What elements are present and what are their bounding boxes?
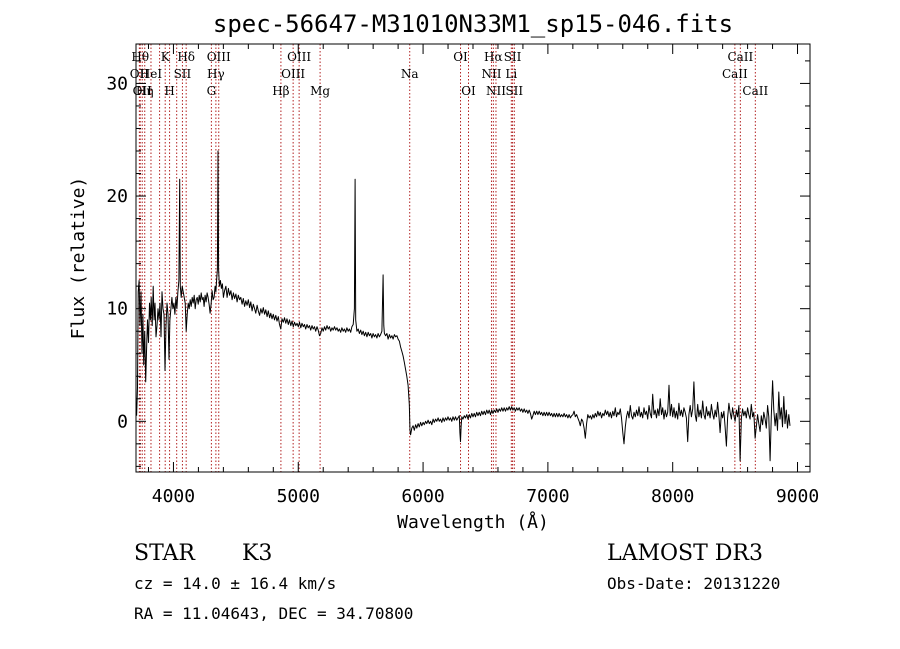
- line-marker-label-25: SII: [504, 50, 522, 64]
- line-marker-label-22: Hα: [484, 50, 503, 64]
- x-axis-label: Wavelength (Å): [397, 511, 549, 533]
- line-marker-label-23: NII: [486, 84, 506, 98]
- footer-info: STAR K3 LAMOST DR3 cz = 14.0 ± 16.4 km/s…: [134, 541, 780, 623]
- y-tick-label-2: 20: [106, 186, 128, 207]
- line-marker-label-2: OII: [133, 84, 153, 98]
- chart-title: spec-56647-M31010N33M1_sp15-046.fits: [213, 10, 733, 38]
- survey-name: LAMOST DR3: [607, 541, 763, 566]
- line-marker-label-10: Hδ: [177, 50, 195, 64]
- spectral-line-labels: HθOIIOIIHηHeIKHSIIHδGHγOIIIHβOIIIOIIIMgN…: [130, 50, 769, 98]
- redshift-info: cz = 14.0 ± 16.4 km/s: [134, 574, 336, 593]
- line-marker-label-15: OIII: [281, 67, 305, 81]
- x-tick-label-5: 9000: [776, 486, 819, 507]
- y-axis-ticks: 0 10 20 30: [106, 60, 810, 467]
- line-marker-label-3: Hη: [136, 84, 154, 98]
- observation-date: Obs-Date: 20131220: [607, 574, 780, 593]
- x-axis-ticks: 4000 5000 6000 7000 8000 9000: [147, 44, 819, 507]
- y-tick-label-1: 10: [106, 299, 128, 320]
- x-tick-label-4: 8000: [651, 486, 694, 507]
- line-marker-label-12: Hγ: [207, 67, 225, 81]
- line-marker-label-28: CaII: [727, 50, 753, 64]
- spectrum-series: [136, 150, 791, 462]
- line-marker-label-11: G: [207, 84, 217, 98]
- x-tick-label-1: 5000: [277, 486, 320, 507]
- x-tick-label-3: 7000: [526, 486, 569, 507]
- line-marker-label-16: OIII: [287, 50, 311, 64]
- spectrum-line-0: [136, 150, 791, 462]
- line-marker-label-29: CaII: [742, 84, 768, 98]
- coordinates-info: RA = 11.04643, DEC = 34.70800: [134, 604, 413, 623]
- line-marker-label-0: Hθ: [131, 50, 149, 64]
- plot-frame: [135, 43, 811, 473]
- line-marker-label-17: Mg: [310, 84, 330, 98]
- line-marker-label-18: Na: [401, 67, 419, 81]
- spectral-line-markers: [138, 44, 756, 472]
- line-marker-label-7: H: [164, 84, 174, 98]
- line-marker-label-1: OII: [130, 67, 150, 81]
- line-marker-label-24: Li: [505, 67, 517, 81]
- line-marker-label-20: OI: [461, 84, 476, 98]
- object-class: STAR: [134, 541, 196, 566]
- y-axis-label: Flux (relative): [68, 177, 89, 340]
- line-marker-label-21: NII: [481, 67, 501, 81]
- object-subclass: K3: [242, 541, 272, 566]
- line-marker-label-6: K: [161, 50, 171, 64]
- x-tick-label-0: 4000: [152, 486, 195, 507]
- x-tick-label-2: 6000: [401, 486, 444, 507]
- line-marker-label-14: Hβ: [272, 84, 289, 98]
- line-marker-label-4: HeI: [140, 67, 163, 81]
- y-tick-label-3: 30: [106, 73, 128, 94]
- line-marker-label-13: OIII: [207, 50, 231, 64]
- line-marker-label-26: SII: [505, 84, 523, 98]
- line-marker-label-19: OI: [453, 50, 468, 64]
- y-tick-label-0: 0: [117, 411, 128, 432]
- line-marker-label-27: CaII: [722, 67, 748, 81]
- line-marker-label-9: SII: [174, 67, 192, 81]
